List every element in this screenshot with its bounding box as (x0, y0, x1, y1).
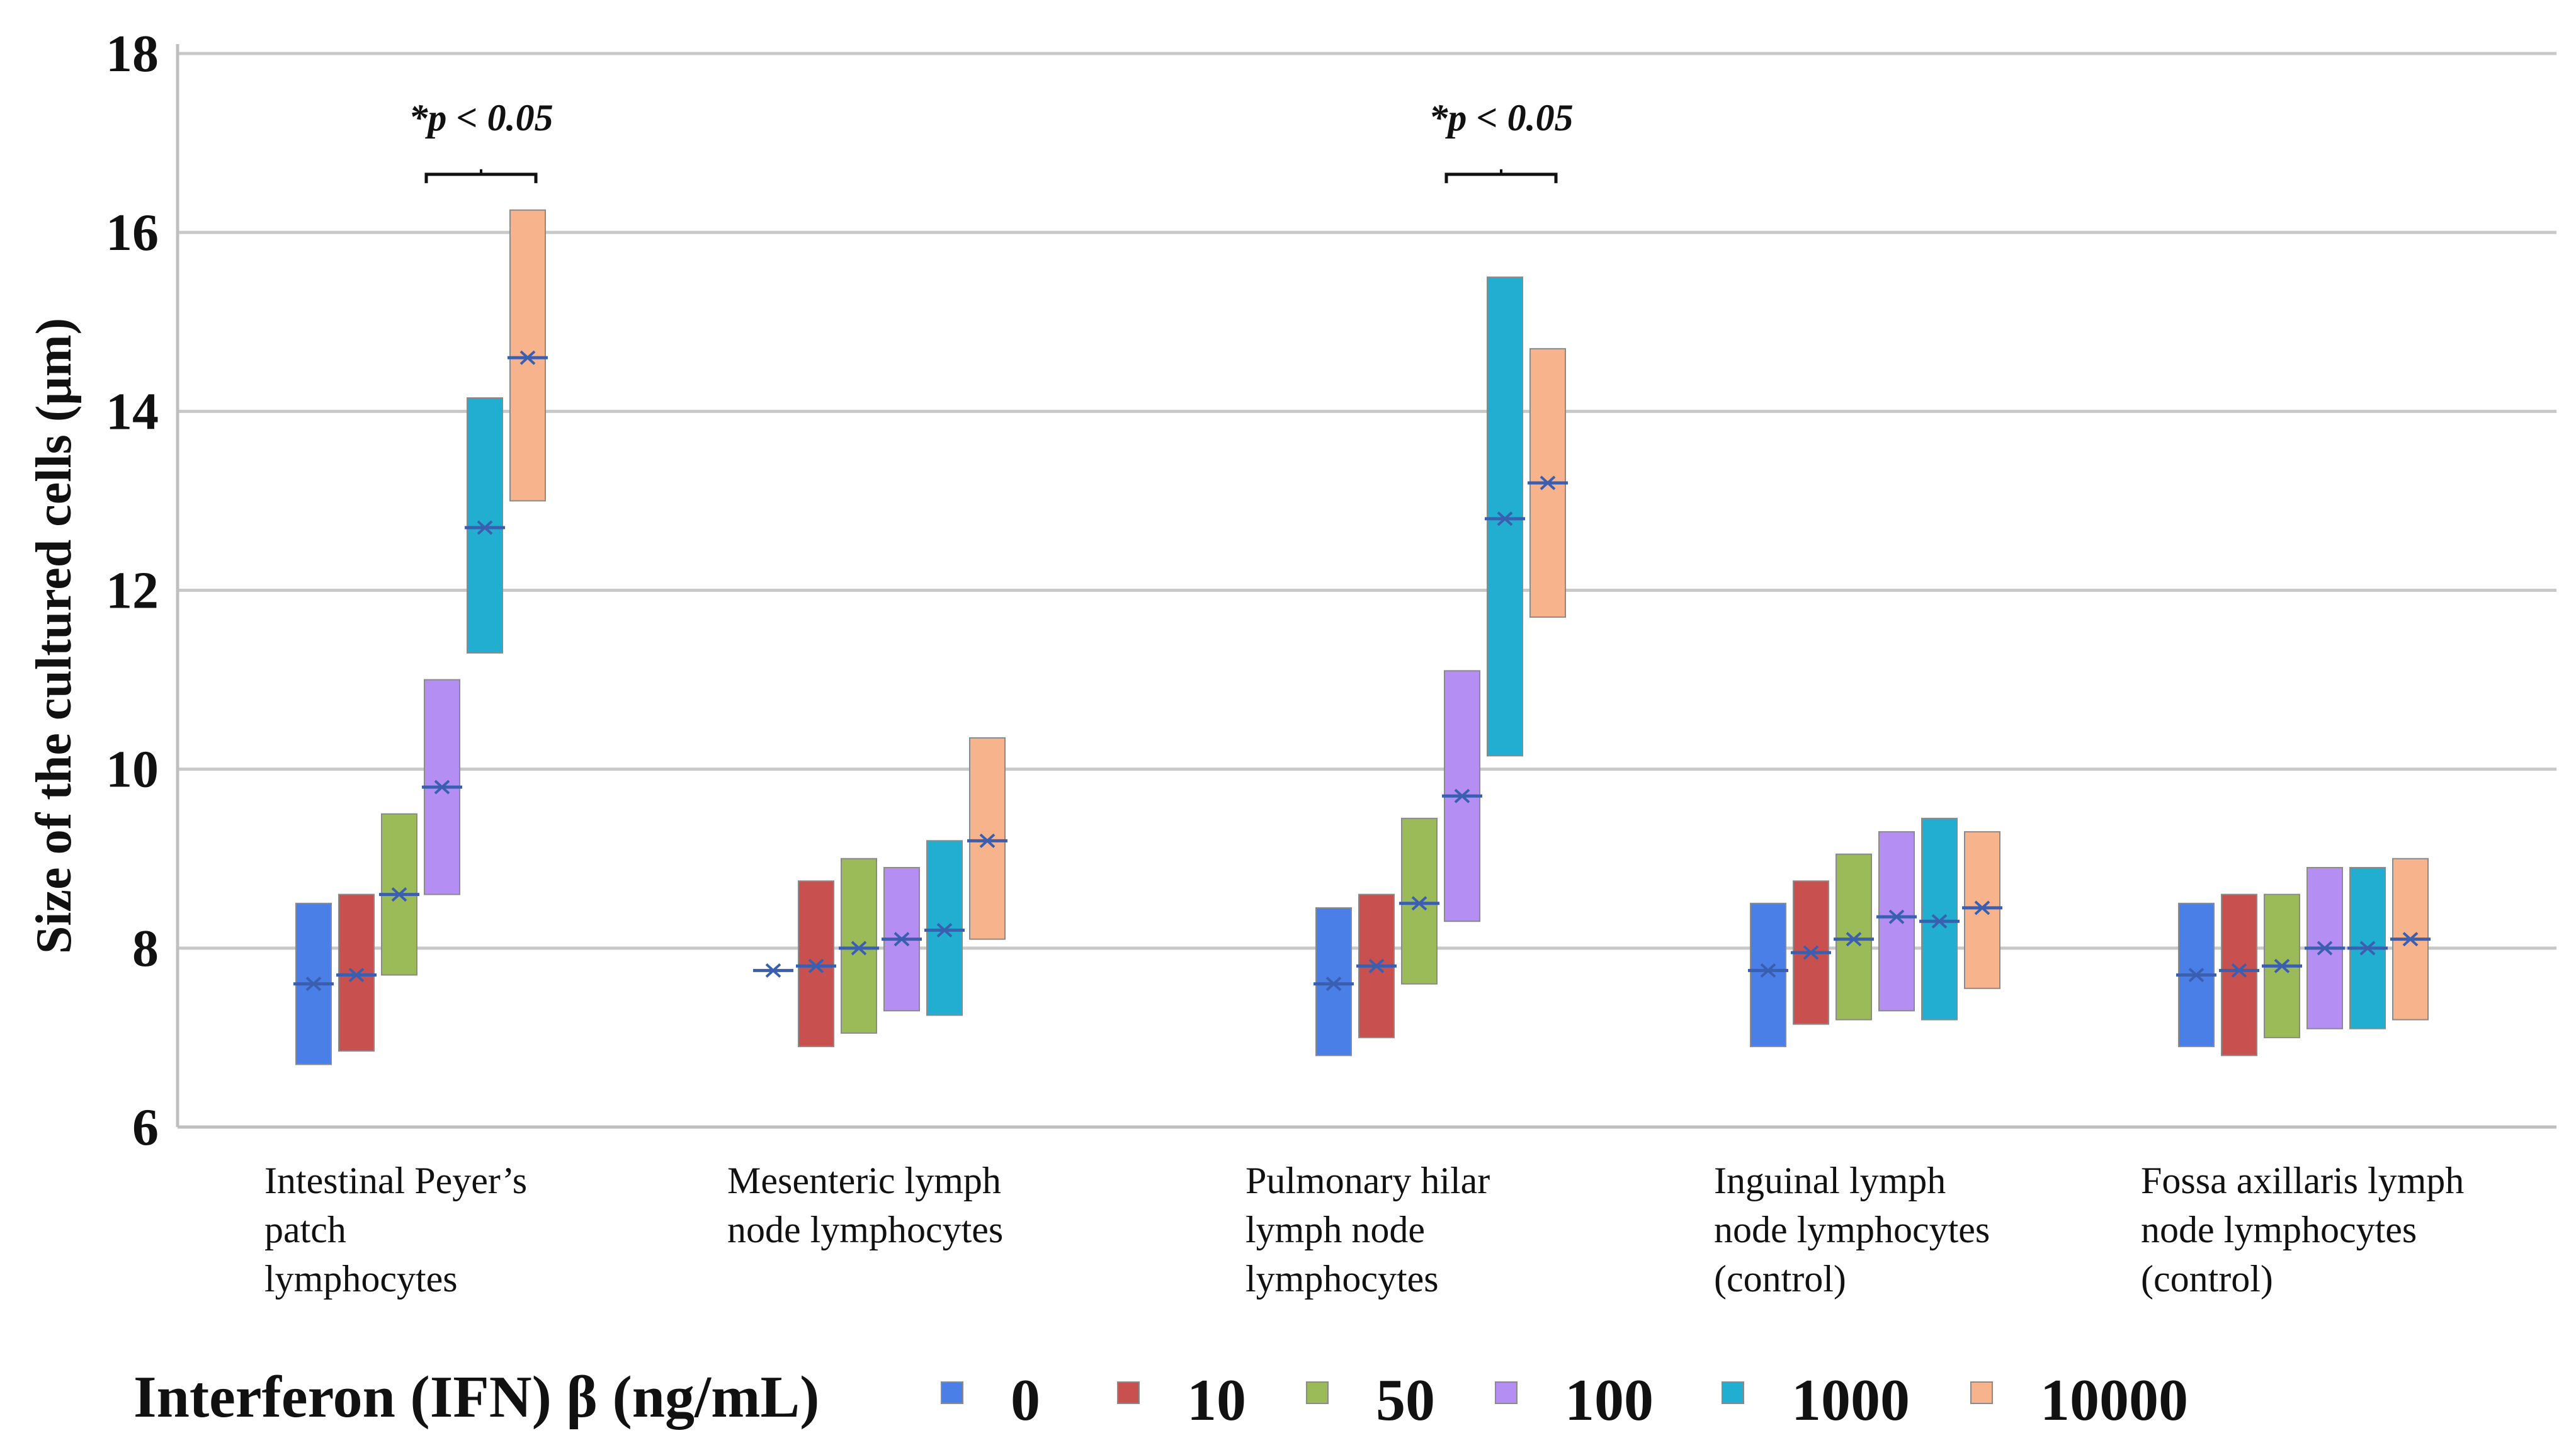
y-tick-label: 18 (106, 25, 159, 83)
bar (1878, 831, 1915, 1012)
bar (338, 893, 375, 1052)
bar (1401, 817, 1438, 985)
significance-label: *p < 0.05 (409, 97, 553, 139)
mean-marker (519, 350, 536, 365)
legend-swatch (941, 1381, 963, 1404)
mean-marker (808, 958, 824, 973)
mean-markers (293, 350, 2431, 992)
bar (1921, 817, 1958, 1021)
y-tick-label: 8 (132, 919, 159, 978)
mean-marker (1888, 909, 1905, 924)
category-label-line: lymph node (1245, 1209, 1425, 1250)
legend: Interferon (IFN) β (ng/mL) 0 10 50 100 1000 1… (133, 1364, 2188, 1433)
bar (509, 209, 546, 502)
mean-marker (979, 833, 996, 848)
category-label-line: Intestinal Peyer’s (264, 1160, 527, 1201)
legend-label: 1000 (1791, 1368, 1910, 1433)
legend-label: 0 (1011, 1368, 1040, 1433)
mean-marker (2317, 941, 2333, 956)
mean-marker (1931, 914, 1948, 929)
category-label-line: node lymphocytes (727, 1209, 1003, 1250)
mean-marker (1760, 963, 1776, 978)
category-label-line: Inguinal lymph (1714, 1160, 1946, 1201)
significance-bracket (424, 173, 538, 183)
y-tick-labels: 6 8 10 12 14 16 18 (106, 25, 159, 1157)
category-label-line: node lymphocytes (1714, 1209, 1990, 1250)
mean-marker (1368, 958, 1385, 973)
significance-bracket (1444, 173, 1558, 183)
y-axis-label: Size of the cultured cells (μm) (26, 318, 82, 954)
legend-swatch (1117, 1381, 1140, 1404)
mean-marker (391, 887, 407, 902)
bar (926, 840, 963, 1016)
mean-marker (1846, 932, 1862, 947)
bar-series (295, 209, 2429, 1065)
bar (467, 397, 503, 654)
mean-marker (1454, 788, 1470, 803)
bar (841, 858, 877, 1034)
legend-title: Interferon (IFN) β (ng/mL) (133, 1364, 819, 1430)
mean-marker (348, 967, 365, 982)
mean-marker (851, 941, 867, 956)
significance-annotations: *p < 0.05 *p < 0.05 (409, 97, 1574, 183)
bar (2221, 893, 2257, 1057)
y-tick-label: 14 (106, 382, 159, 441)
legend-label: 50 (1376, 1368, 1435, 1433)
category-label: Intestinal Peyer’s patch lymphocytes (264, 1160, 527, 1300)
mean-marker (2402, 932, 2419, 947)
legend-label: 100 (1565, 1368, 1654, 1433)
axes (176, 44, 2556, 1129)
bar (798, 880, 834, 1048)
y-tick-label: 6 (132, 1098, 159, 1157)
mean-marker (434, 779, 450, 795)
y-tick-label: 12 (106, 562, 159, 620)
mean-marker (477, 520, 493, 535)
category-label-line: lymphocytes (264, 1258, 458, 1300)
mean-marker (765, 963, 781, 978)
legend-swatch (1495, 1381, 1518, 1404)
mean-marker (1974, 900, 1990, 915)
category-label-line: (control) (2141, 1258, 2273, 1300)
category-label: Pulmonary hilar lymph node lymphocytes (1245, 1160, 1490, 1300)
mean-marker (936, 922, 953, 938)
category-label-line: (control) (1714, 1258, 1846, 1300)
category-label: Inguinal lymph node lymphocytes (control) (1714, 1160, 1990, 1300)
legend-label: 10000 (2040, 1368, 2188, 1433)
category-label-line: lymphocytes (1245, 1258, 1439, 1300)
legend-swatch (1306, 1381, 1329, 1404)
mean-marker (1411, 896, 1427, 911)
mean-marker (1497, 511, 1513, 526)
mean-marker (2231, 963, 2247, 978)
bar (1487, 276, 1523, 757)
legend-swatch (1722, 1381, 1744, 1404)
mean-marker (1803, 945, 1819, 960)
category-label-line: Mesenteric lymph (727, 1160, 1001, 1201)
mean-marker (1540, 475, 1556, 490)
category-labels: Intestinal Peyer’s patch lymphocytes Mesent… (264, 1160, 2464, 1300)
bar (1315, 907, 1352, 1057)
gridlines (178, 52, 2556, 950)
category-label-line: Fossa axillaris lymph (2141, 1160, 2464, 1201)
mean-marker (2359, 941, 2376, 956)
mean-marker (2274, 958, 2290, 973)
category-label-line: node lymphocytes (2141, 1209, 2417, 1250)
category-label: Fossa axillaris lymph node lymphocytes (co… (2141, 1160, 2464, 1300)
mean-marker (305, 977, 322, 992)
legend-label: 10 (1187, 1368, 1246, 1433)
bar (1836, 853, 1872, 1021)
y-tick-label: 16 (106, 203, 159, 262)
bar (1750, 902, 1786, 1048)
category-label: Mesenteric lymph node lymphocytes (727, 1160, 1003, 1250)
category-label-line: patch (264, 1209, 346, 1250)
mean-marker (2188, 967, 2204, 982)
y-tick-label: 10 (106, 740, 159, 799)
mean-marker (894, 932, 910, 947)
legend-swatch (1970, 1381, 1993, 1404)
bar (1964, 831, 2000, 989)
bar (969, 737, 1006, 940)
significance-label: *p < 0.05 (1429, 97, 1573, 139)
mean-marker (1325, 977, 1342, 992)
category-label-line: Pulmonary hilar (1245, 1160, 1490, 1201)
